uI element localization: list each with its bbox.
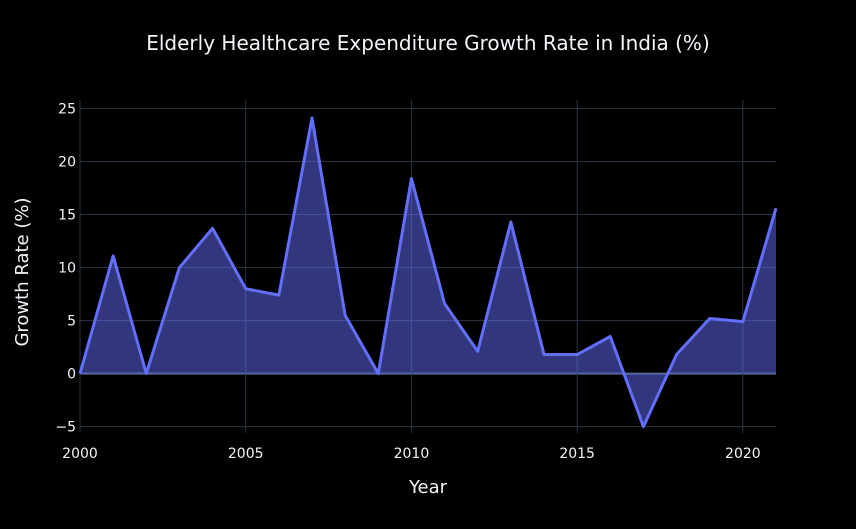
data-point-2013[interactable]: [507, 218, 515, 226]
data-point-2021[interactable]: [772, 204, 780, 212]
series-layer: [76, 114, 780, 431]
data-point-2006[interactable]: [275, 291, 283, 299]
data-point-2016[interactable]: [606, 332, 614, 340]
data-point-2014[interactable]: [540, 351, 548, 359]
data-point-2018[interactable]: [673, 351, 681, 359]
chart-title: Elderly Healthcare Expenditure Growth Ra…: [146, 31, 710, 55]
x-axis-title: Year: [408, 477, 448, 498]
y-tick-label: 0: [67, 367, 76, 383]
x-tick-label: 2000: [62, 446, 98, 462]
data-point-2015[interactable]: [573, 351, 581, 359]
data-point-2010[interactable]: [407, 174, 415, 182]
tick-layer: −5 0 5 10 15 20 25 2000 2005 2010 2015 2020: [55, 101, 760, 462]
data-point-2007[interactable]: [308, 114, 316, 122]
y-tick-label: 5: [67, 314, 76, 330]
data-point-2003[interactable]: [175, 264, 183, 272]
data-point-2020[interactable]: [739, 318, 747, 326]
data-point-2019[interactable]: [706, 314, 714, 322]
x-tick-label: 2015: [559, 446, 595, 462]
data-point-2000[interactable]: [76, 370, 84, 378]
x-tick-label: 2020: [725, 446, 761, 462]
data-point-2004[interactable]: [209, 224, 217, 232]
y-tick-label: 15: [58, 208, 76, 224]
area-fill: [80, 118, 776, 427]
data-point-2005[interactable]: [242, 285, 250, 293]
x-tick-label: 2005: [228, 446, 264, 462]
x-tick-label: 2010: [394, 446, 430, 462]
data-point-2001[interactable]: [109, 252, 117, 260]
data-point-2011[interactable]: [441, 300, 449, 308]
y-tick-label: 25: [58, 101, 76, 117]
y-tick-label: 10: [58, 261, 76, 277]
y-tick-label: 20: [58, 155, 76, 171]
data-point-2002[interactable]: [142, 370, 150, 378]
data-point-2017[interactable]: [639, 423, 647, 431]
data-point-2009[interactable]: [374, 370, 382, 378]
series-line: [78, 116, 778, 429]
data-point-2012[interactable]: [474, 347, 482, 355]
data-point-2008[interactable]: [341, 311, 349, 319]
y-axis-title: Growth Rate (%): [12, 197, 33, 346]
y-tick-label: −5: [55, 420, 76, 436]
